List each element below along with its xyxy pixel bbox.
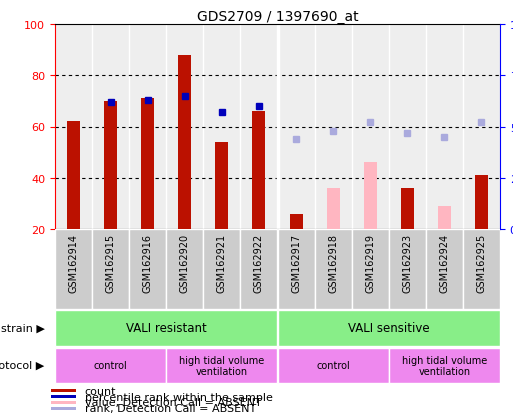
Bar: [215, 142, 228, 230]
Text: GSM162914: GSM162914: [69, 233, 78, 292]
Bar: [278, 348, 389, 383]
Bar: [314, 25, 352, 230]
Bar: [389, 348, 500, 383]
Bar: [51, 395, 75, 398]
Bar: [463, 230, 500, 309]
Bar: [389, 25, 426, 230]
Bar: [129, 230, 166, 309]
Bar: [241, 230, 278, 309]
Bar: [51, 401, 75, 404]
Text: control: control: [94, 361, 128, 370]
Bar: [51, 389, 75, 392]
Bar: [92, 230, 129, 309]
Text: count: count: [85, 386, 116, 396]
Title: GDS2709 / 1397690_at: GDS2709 / 1397690_at: [196, 10, 358, 24]
Bar: [166, 25, 203, 230]
Text: GSM162925: GSM162925: [477, 233, 486, 292]
Text: GSM162920: GSM162920: [180, 233, 190, 292]
Text: GSM162919: GSM162919: [365, 233, 375, 292]
Bar: [55, 230, 92, 309]
Bar: [364, 163, 377, 230]
Bar: [401, 189, 414, 230]
Bar: [166, 230, 203, 309]
Bar: [203, 230, 241, 309]
Bar: [252, 112, 265, 230]
Bar: [92, 25, 129, 230]
Text: control: control: [316, 361, 350, 370]
Bar: [352, 25, 389, 230]
Bar: [55, 25, 92, 230]
Text: value, Detection Call = ABSENT: value, Detection Call = ABSENT: [85, 398, 261, 408]
Bar: [104, 102, 117, 230]
Text: protocol ▶: protocol ▶: [0, 361, 45, 370]
Bar: [463, 25, 500, 230]
Text: GSM162924: GSM162924: [439, 233, 449, 292]
Bar: [241, 25, 278, 230]
Text: VALI sensitive: VALI sensitive: [348, 322, 429, 335]
Text: VALI resistant: VALI resistant: [126, 322, 207, 335]
Bar: [166, 348, 278, 383]
Text: high tidal volume
ventilation: high tidal volume ventilation: [179, 355, 265, 376]
Bar: [352, 230, 389, 309]
Bar: [327, 189, 340, 230]
Text: GSM162915: GSM162915: [106, 233, 115, 292]
Bar: [55, 348, 166, 383]
Bar: [278, 310, 500, 347]
Text: GSM162921: GSM162921: [217, 233, 227, 292]
Text: GSM162917: GSM162917: [291, 233, 301, 292]
Bar: [278, 230, 314, 309]
Bar: [426, 230, 463, 309]
Bar: [438, 206, 451, 230]
Bar: [179, 56, 191, 230]
Bar: [314, 230, 352, 309]
Bar: [278, 25, 314, 230]
Text: strain ▶: strain ▶: [1, 323, 45, 333]
Bar: [129, 25, 166, 230]
Bar: [51, 407, 75, 410]
Bar: [426, 25, 463, 230]
Bar: [289, 214, 303, 230]
Text: percentile rank within the sample: percentile rank within the sample: [85, 392, 272, 401]
Text: GSM162916: GSM162916: [143, 233, 153, 292]
Text: GSM162918: GSM162918: [328, 233, 338, 292]
Text: rank, Detection Call = ABSENT: rank, Detection Call = ABSENT: [85, 404, 256, 413]
Bar: [203, 25, 241, 230]
Text: GSM162922: GSM162922: [254, 233, 264, 292]
Bar: [141, 99, 154, 230]
Bar: [55, 310, 278, 347]
Bar: [67, 122, 80, 230]
Text: GSM162923: GSM162923: [402, 233, 412, 292]
Bar: [475, 176, 488, 230]
Bar: [389, 230, 426, 309]
Text: high tidal volume
ventilation: high tidal volume ventilation: [402, 355, 487, 376]
